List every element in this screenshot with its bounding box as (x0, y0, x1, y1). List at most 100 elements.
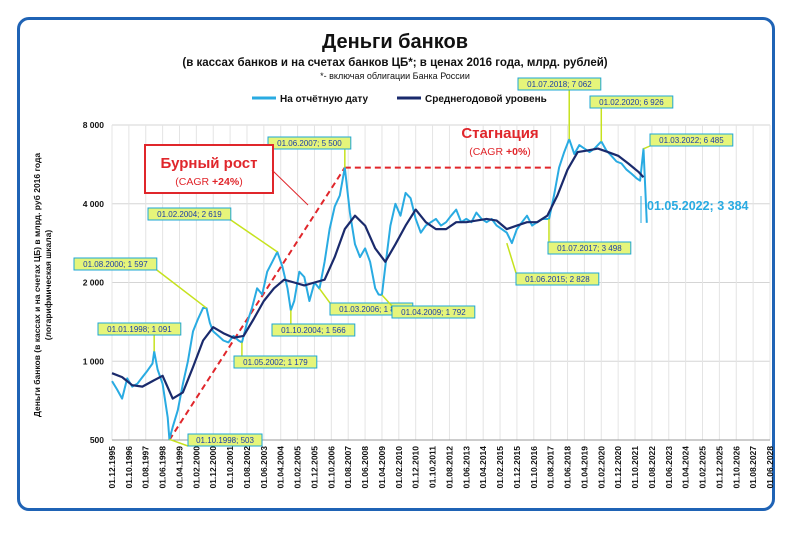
y-ticks: 500 1 000 2 000 4 000 8 000 (83, 120, 105, 445)
annotation-connector (230, 219, 278, 253)
growth-cagr-value: +24% (212, 176, 240, 188)
y-tick-label: 1 000 (83, 356, 105, 366)
annotation-connector (318, 288, 331, 304)
x-tick-label: 01.10.2016 (529, 446, 539, 489)
annotation-label: 01.04.2009; 1 792 (401, 308, 466, 317)
annotation-box (271, 323, 356, 337)
y-tick-label: 500 (90, 435, 104, 445)
series-lines (111, 138, 648, 441)
last-value-label: 01.05.2022; 3 384 (647, 199, 749, 213)
growth-trend-line (168, 167, 346, 441)
annotation-box (267, 136, 352, 150)
growth-connector (271, 169, 309, 206)
x-tick-label: 01.02.2010 (394, 446, 404, 489)
annotation-label: 01.06.2007; 5 500 (277, 139, 342, 148)
x-tick-label: 01.08.2022 (647, 446, 657, 489)
y-axis-title: Деньги банков (в кассах и на счетах ЦБ) … (32, 153, 53, 418)
growth-cagr-suffix: ) (239, 176, 243, 188)
x-tick-label: 01.08.2007 (343, 446, 353, 489)
annotation-box (73, 257, 158, 271)
annotation-box (97, 322, 182, 336)
x-tick-label: 01.10.1996 (124, 446, 134, 489)
series-line-reported (111, 138, 648, 441)
x-tick-label: 01.08.2002 (242, 446, 252, 489)
x-tick-label: 01.06.2018 (563, 446, 573, 489)
annotation-label: 01.06.2015; 2 828 (525, 275, 590, 284)
x-tick-label: 01.06.2013 (461, 446, 471, 489)
stagnation-cagr: (CAGR +0%) (469, 146, 531, 158)
x-tick-label: 01.06.2028 (765, 446, 775, 489)
growth-cagr: (CAGR +24%) (175, 176, 242, 188)
x-tick-label: 01.04.2024 (681, 446, 691, 489)
x-tick-label: 01.08.2027 (748, 446, 758, 489)
annotation-label: 01.03.2006; 1 894 (339, 305, 404, 314)
legend-label-reported: На отчётную дату (280, 94, 369, 105)
growth-cagr-prefix: (CAGR (175, 176, 212, 188)
annotation-label: 01.07.2017; 3 498 (557, 244, 622, 253)
x-tick-label: 01.10.2026 (731, 446, 741, 489)
annotation-label: 01.02.2020; 6 926 (599, 98, 664, 107)
x-tick-label: 01.12.1995 (107, 446, 117, 489)
x-tick-label: 01.12.2010 (411, 446, 421, 489)
x-tick-label: 01.12.2025 (714, 446, 724, 489)
annotation-box (649, 133, 734, 147)
x-tick-label: 01.12.2015 (512, 446, 522, 489)
x-tick-label: 01.06.1998 (158, 446, 168, 489)
annotation-connector (506, 242, 517, 274)
x-tick-label: 01.06.2023 (664, 446, 674, 489)
annotation-label: 01.01.1998; 1 091 (107, 325, 172, 334)
growth-label: Бурный рост (161, 155, 258, 172)
x-tick-label: 01.02.2005 (293, 446, 303, 489)
annotations: 01.01.1998; 1 091 01.08.2000; 1 597 01.02.… (73, 77, 734, 447)
trend-lines (168, 166, 555, 441)
x-tick-label: 01.02.2025 (698, 446, 708, 489)
x-tick-label: 01.10.2001 (225, 446, 235, 489)
x-tick-label: 01.02.2015 (495, 446, 505, 489)
x-tick-label: 01.12.2020 (613, 446, 623, 489)
x-tick-label: 01.08.1997 (141, 446, 151, 489)
x-tick-label: 01.04.2009 (377, 446, 387, 489)
growth-callout: Бурный рост (CAGR +24%) (144, 144, 309, 206)
x-tick-label: 01.08.2017 (546, 446, 556, 489)
annotation-box (233, 355, 318, 369)
y-axis-label: Деньги банков (в кассах и на счетах ЦБ) … (32, 153, 42, 418)
annotation-connector (156, 269, 207, 309)
stagnation-label: Стагнация (461, 125, 538, 142)
annotation-label: 01.10.1998; 503 (196, 436, 254, 445)
stagnation-callout: Стагнация (CAGR +0%) (461, 125, 538, 158)
y-tick-label: 4 000 (83, 199, 105, 209)
y-tick-label: 2 000 (83, 278, 105, 288)
annotation-connector (643, 145, 651, 150)
annotation-label: 01.02.2004; 2 619 (157, 210, 222, 219)
series-line-average (111, 147, 645, 400)
x-ticks: 01.12.1995 01.10.1996 01.08.1997 01.06.1998… (107, 446, 775, 489)
x-tick-label: 01.12.2005 (309, 446, 319, 489)
x-tick-label: 01.02.2000 (191, 446, 201, 489)
x-tick-label: 01.10.2006 (326, 446, 336, 489)
x-tick-label: 01.06.2003 (259, 446, 269, 489)
annotation-box (547, 241, 632, 255)
legend: На отчётную дату Среднегодовой уровень (252, 94, 547, 105)
annotation-label: 01.08.2000; 1 597 (83, 260, 148, 269)
annotation-box (147, 207, 232, 221)
annotation-connector (169, 438, 189, 447)
y-axis-label-note: (логарифмическая шкала) (43, 230, 53, 341)
annotation-label: 01.03.2022; 6 485 (659, 136, 724, 145)
x-tick-label: 01.10.2021 (630, 446, 640, 489)
x-tick-label: 01.06.2008 (360, 446, 370, 489)
annotation-label: 01.05.2002; 1 179 (243, 358, 308, 367)
annotation-label: 01.07.2018; 7 062 (527, 80, 592, 89)
stagnation-cagr-suffix: ) (527, 146, 531, 158)
x-tick-label: 01.04.1999 (174, 446, 184, 489)
stagnation-cagr-prefix: (CAGR (469, 146, 506, 158)
y-tick-label: 8 000 (83, 120, 105, 130)
annotation-box (515, 272, 600, 286)
x-tick-label: 01.04.2019 (579, 446, 589, 489)
stagnation-cagr-value: +0% (506, 146, 528, 158)
annotation-label: 01.10.2004; 1 566 (281, 326, 346, 335)
x-tick-label: 01.02.2020 (596, 446, 606, 489)
chart-subtitle: (в кассах банков и на счетах банков ЦБ*;… (182, 57, 607, 69)
annotation-box (187, 433, 263, 447)
x-tick-label: 01.04.2004 (276, 446, 286, 489)
